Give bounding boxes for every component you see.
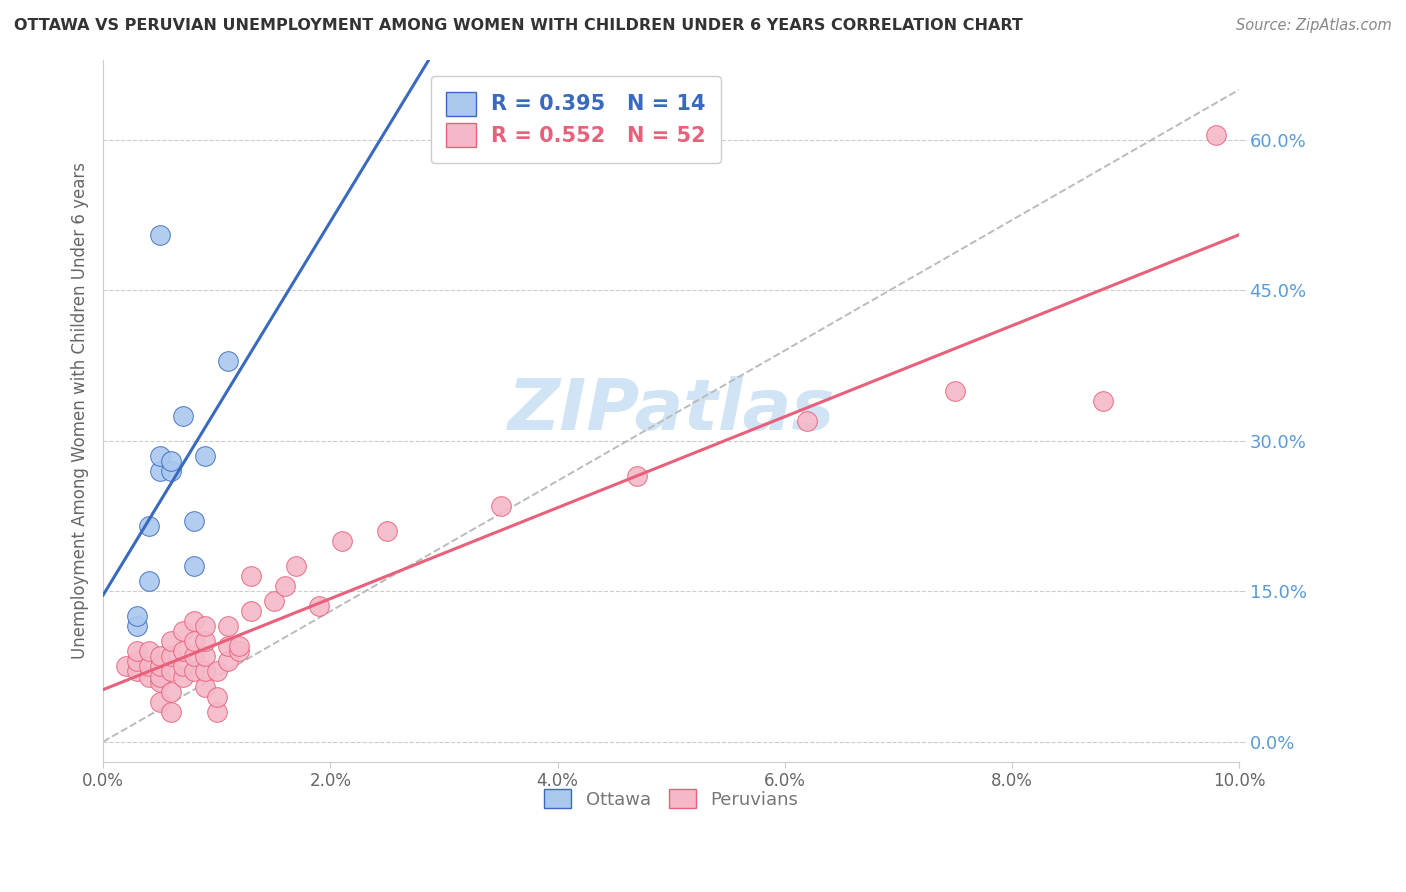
Point bbox=[127, 644, 149, 658]
Point bbox=[274, 579, 297, 593]
Point bbox=[172, 624, 194, 639]
Point bbox=[239, 604, 262, 618]
Point bbox=[127, 619, 149, 633]
Point bbox=[194, 665, 217, 679]
Point bbox=[1091, 393, 1114, 408]
Point bbox=[263, 594, 285, 608]
Point bbox=[115, 659, 138, 673]
Point bbox=[183, 634, 205, 648]
Point bbox=[194, 619, 217, 633]
Point bbox=[138, 669, 160, 683]
Point bbox=[194, 449, 217, 463]
Point bbox=[138, 574, 160, 589]
Point bbox=[127, 609, 149, 624]
Point bbox=[239, 569, 262, 583]
Point bbox=[149, 659, 172, 673]
Text: ZIPatlas: ZIPatlas bbox=[508, 376, 835, 445]
Point bbox=[127, 665, 149, 679]
Point bbox=[228, 640, 250, 654]
Point bbox=[172, 669, 194, 683]
Point bbox=[149, 228, 172, 243]
Y-axis label: Unemployment Among Women with Children Under 6 years: Unemployment Among Women with Children U… bbox=[72, 162, 89, 659]
Point bbox=[217, 640, 239, 654]
Point bbox=[149, 695, 172, 709]
Point bbox=[375, 524, 398, 538]
Point bbox=[205, 690, 228, 704]
Point bbox=[149, 674, 172, 689]
Point bbox=[285, 559, 308, 574]
Point bbox=[160, 665, 183, 679]
Point bbox=[183, 514, 205, 528]
Point bbox=[160, 634, 183, 648]
Point bbox=[308, 599, 330, 614]
Point bbox=[149, 464, 172, 478]
Point bbox=[205, 705, 228, 719]
Point bbox=[489, 499, 512, 513]
Point bbox=[172, 644, 194, 658]
Point bbox=[796, 414, 818, 428]
Point bbox=[194, 649, 217, 664]
Point bbox=[149, 649, 172, 664]
Point bbox=[228, 644, 250, 658]
Point bbox=[183, 559, 205, 574]
Point bbox=[160, 684, 183, 698]
Point bbox=[205, 665, 228, 679]
Point bbox=[160, 649, 183, 664]
Text: Source: ZipAtlas.com: Source: ZipAtlas.com bbox=[1236, 18, 1392, 33]
Point bbox=[194, 680, 217, 694]
Point bbox=[194, 634, 217, 648]
Point bbox=[330, 534, 353, 549]
Point bbox=[160, 454, 183, 468]
Point bbox=[217, 655, 239, 669]
Point bbox=[149, 449, 172, 463]
Point bbox=[1205, 128, 1227, 142]
Legend: Ottawa, Peruvians: Ottawa, Peruvians bbox=[537, 782, 806, 816]
Point bbox=[172, 409, 194, 423]
Point bbox=[138, 519, 160, 533]
Point bbox=[160, 705, 183, 719]
Point bbox=[172, 659, 194, 673]
Point bbox=[217, 619, 239, 633]
Point bbox=[183, 665, 205, 679]
Text: OTTAWA VS PERUVIAN UNEMPLOYMENT AMONG WOMEN WITH CHILDREN UNDER 6 YEARS CORRELAT: OTTAWA VS PERUVIAN UNEMPLOYMENT AMONG WO… bbox=[14, 18, 1024, 33]
Point bbox=[183, 615, 205, 629]
Point bbox=[127, 655, 149, 669]
Point bbox=[183, 649, 205, 664]
Point bbox=[217, 353, 239, 368]
Point bbox=[160, 464, 183, 478]
Point bbox=[626, 469, 648, 483]
Point bbox=[138, 644, 160, 658]
Point bbox=[943, 384, 966, 398]
Point bbox=[138, 659, 160, 673]
Point bbox=[149, 669, 172, 683]
